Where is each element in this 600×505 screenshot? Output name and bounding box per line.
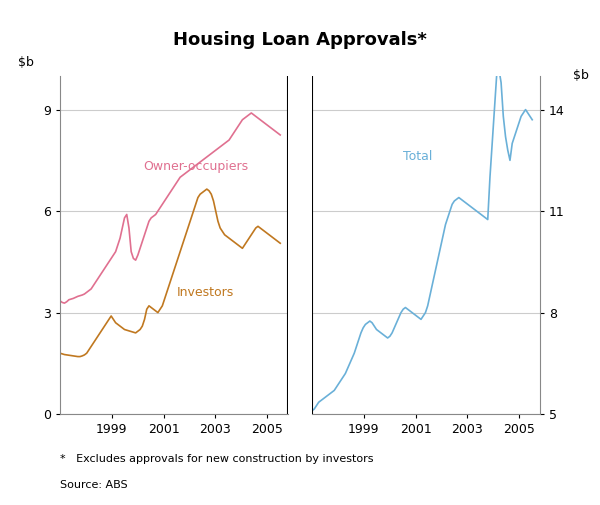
Text: Housing Loan Approvals*: Housing Loan Approvals* (173, 31, 427, 49)
Text: Source: ABS: Source: ABS (60, 480, 128, 490)
Y-axis label: $b: $b (573, 69, 589, 82)
Text: Total: Total (403, 150, 432, 163)
Text: Investors: Investors (176, 286, 234, 298)
Y-axis label: $b: $b (18, 56, 34, 69)
Text: Owner-occupiers: Owner-occupiers (143, 161, 248, 174)
Text: *   Excludes approvals for new construction by investors: * Excludes approvals for new constructio… (60, 454, 373, 465)
